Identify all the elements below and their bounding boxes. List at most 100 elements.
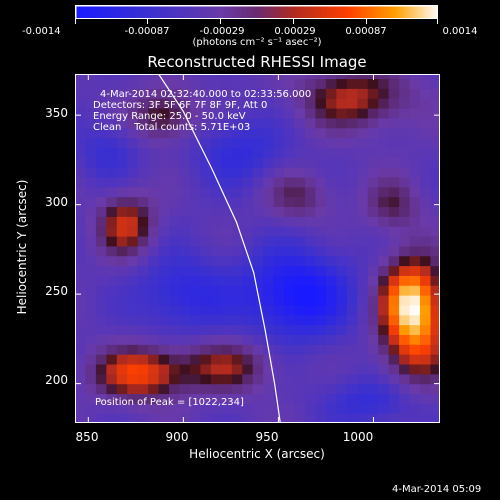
heatmap-cell: [116, 393, 128, 404]
heatmap-cell: [294, 373, 306, 385]
heatmap-cell: [336, 216, 348, 227]
chart-title: Reconstructed RHESSI Image: [147, 53, 367, 71]
heatmap-cell: [336, 108, 348, 119]
x-axis-label: Heliocentric X (arcsec): [189, 447, 325, 461]
heatmap-cell: [75, 206, 87, 217]
heatmap-cell: [409, 74, 421, 80]
heatmap-cell: [252, 324, 264, 335]
heatmap-cell: [284, 88, 296, 99]
heatmap-cell: [325, 137, 337, 148]
heatmap-cell: [116, 147, 128, 158]
heatmap-cell: [231, 235, 243, 247]
heatmap-cell: [357, 354, 369, 365]
heatmap-cell: [137, 157, 149, 168]
heatmap-cell: [273, 74, 285, 80]
heatmap-cell: [367, 98, 379, 109]
heatmap-cell: [106, 74, 118, 80]
heatmap-cell: [148, 393, 160, 404]
heatmap-cell: [85, 147, 97, 158]
heatmap-cell: [325, 245, 337, 257]
heatmap-cell: [399, 235, 411, 247]
heatmap-cell: [325, 176, 337, 188]
heatmap-cell: [273, 324, 285, 335]
heatmap-cell: [430, 265, 440, 276]
heatmap-cell: [137, 413, 149, 423]
heatmap-cell: [127, 275, 139, 286]
heatmap-cell: [399, 295, 411, 306]
heatmap-cell: [231, 373, 243, 385]
heatmap-cell: [169, 137, 181, 148]
heatmap-cell: [430, 255, 440, 267]
heatmap-cell: [409, 226, 421, 237]
heatmap-cell: [210, 295, 222, 306]
heatmap-cell: [430, 117, 440, 129]
heatmap-cell: [388, 255, 400, 267]
heatmap-cell: [357, 157, 369, 168]
heatmap-cell: [315, 363, 327, 375]
heatmap-cell: [367, 314, 379, 326]
heatmap-cell: [106, 275, 118, 286]
heatmap-cell: [409, 304, 421, 316]
heatmap-cell: [284, 137, 296, 148]
heatmap-cell: [75, 226, 87, 237]
heatmap-cell: [294, 167, 306, 178]
heatmap-cell: [75, 167, 87, 178]
heatmap-cell: [263, 167, 275, 178]
heatmap-cell: [284, 285, 296, 296]
heatmap-cell: [158, 363, 170, 375]
heatmap-cell: [315, 314, 327, 326]
heatmap-cell: [305, 324, 317, 335]
heatmap-cell: [252, 354, 264, 365]
heatmap-cell: [242, 98, 254, 109]
heatmap-cell: [200, 393, 212, 404]
heatmap-cell: [85, 226, 97, 237]
heatmap-cell: [221, 176, 233, 188]
heatmap-cell: [190, 117, 202, 129]
heatmap-cell: [169, 226, 181, 237]
heatmap-cell: [252, 78, 264, 89]
heatmap-cell: [252, 393, 264, 404]
heatmap-cell: [210, 157, 222, 168]
heatmap-cell: [252, 216, 264, 227]
heatmap-cell: [305, 314, 317, 326]
heatmap-cell: [137, 363, 149, 375]
heatmap-cell: [325, 393, 337, 404]
heatmap-cell: [346, 147, 358, 158]
heatmap-cell: [357, 226, 369, 237]
heatmap-cell: [252, 304, 264, 316]
heatmap-cell: [420, 108, 432, 119]
heatmap-cell: [210, 413, 222, 423]
heatmap-cell: [273, 354, 285, 365]
heatmap-cell: [116, 245, 128, 257]
heatmap-cell: [409, 334, 421, 345]
colorbar-tick-label: -0.0014: [22, 26, 61, 37]
heatmap-cell: [127, 157, 139, 168]
heatmap-cell: [315, 255, 327, 267]
heatmap-cell: [346, 74, 358, 80]
heatmap-cell: [357, 74, 369, 80]
heatmap-cell: [367, 363, 379, 375]
heatmap-cell: [200, 275, 212, 286]
heatmap-cell: [169, 413, 181, 423]
heatmap-cell: [325, 373, 337, 385]
heatmap-cell: [221, 314, 233, 326]
heatmap-cell: [378, 108, 390, 119]
heatmap-cell: [95, 127, 107, 139]
heatmap-cell: [273, 304, 285, 316]
heatmap-cell: [158, 245, 170, 257]
heatmap-cell: [200, 157, 212, 168]
heatmap-cell: [75, 176, 87, 188]
heatmap-cell: [85, 363, 97, 375]
heatmap-cell: [294, 334, 306, 345]
heatmap-cell: [336, 176, 348, 188]
heatmap-cell: [305, 383, 317, 395]
heatmap-cell: [367, 147, 379, 158]
heatmap-cell: [252, 373, 264, 385]
heatmap-cell: [116, 226, 128, 237]
heatmap-cell: [420, 186, 432, 198]
heatmap-cell: [367, 176, 379, 188]
heatmap-cell: [325, 117, 337, 129]
y-axis-label: Heliocentric Y (arcsec): [15, 179, 29, 315]
heatmap-cell: [137, 117, 149, 129]
heatmap-cell: [336, 354, 348, 365]
